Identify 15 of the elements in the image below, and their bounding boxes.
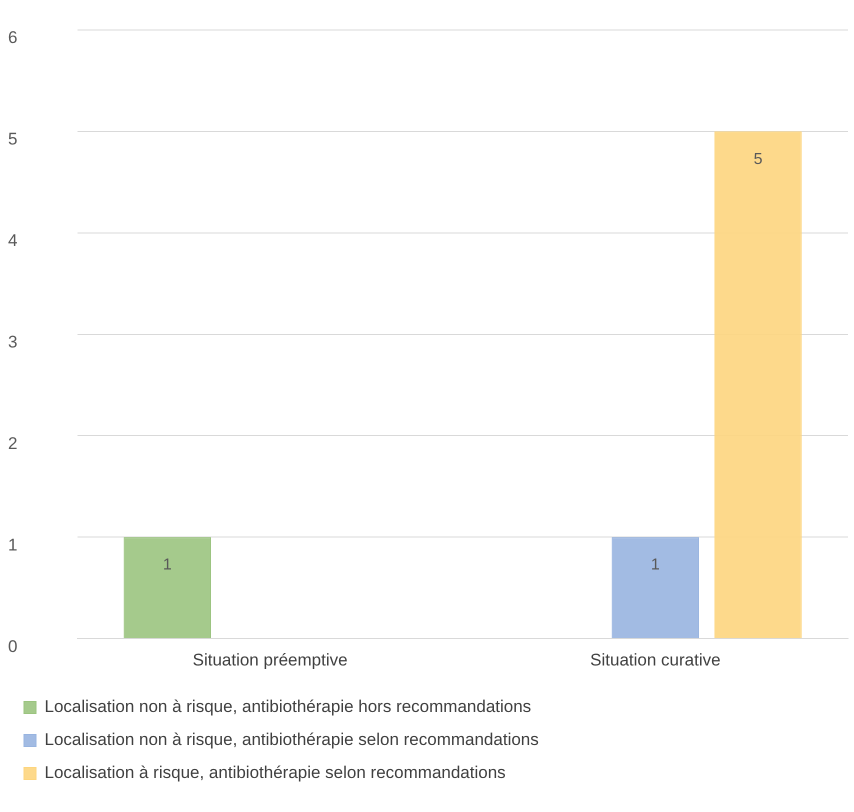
y-tick-label: 4 [8,231,18,250]
y-tick-label: 2 [8,434,18,453]
x-tick-label: Situation curative [590,650,721,670]
x-tick-label: Situation préemptive [192,650,348,670]
y-tick-label: 1 [8,535,18,554]
data-label: 1 [650,556,660,574]
legend-label: Localisation à risque, antibiothérapie selon recommandations [44,763,506,782]
y-tick-label: 3 [8,332,18,352]
data-label: 5 [754,150,763,168]
y-tick-label: 0 [8,636,18,656]
legend-label: Localisation non à risque, antibiothérapie hors recommandations [44,697,532,716]
y-tick-label: 5 [8,130,18,149]
legend-label: Localisation non à risque, antibiothérapie selon recommandations [44,730,539,750]
y-tick-label: 6 [8,28,18,48]
data-label: 1 [162,556,172,574]
